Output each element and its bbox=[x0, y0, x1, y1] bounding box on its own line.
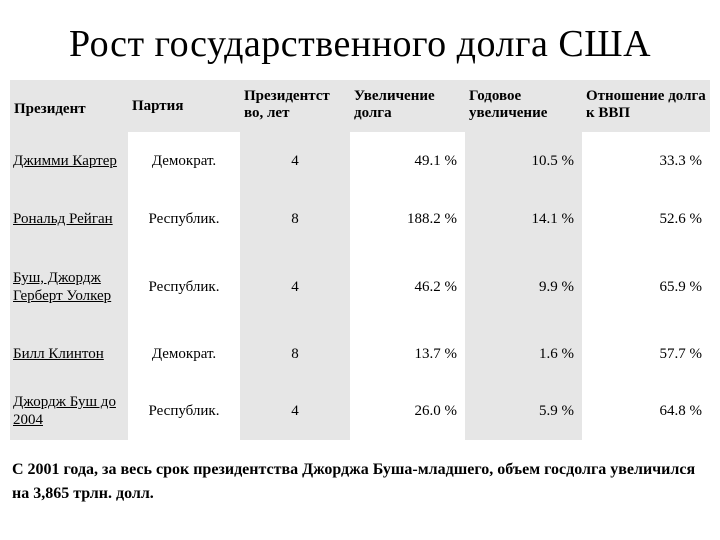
annual-cell: 10.5 % bbox=[465, 132, 582, 190]
table-row: Билл Клинтон Демократ. 8 13.7 % 1.6 % 57… bbox=[10, 326, 710, 382]
table-header-row: Президент Партия Президентст во, лет Уве… bbox=[10, 80, 710, 132]
debt-table: Президент Партия Президентст во, лет Уве… bbox=[10, 80, 710, 440]
years-cell: 8 bbox=[240, 326, 350, 382]
table-row: Джимми Картер Демократ. 4 49.1 % 10.5 % … bbox=[10, 132, 710, 190]
ratio-cell: 57.7 % bbox=[659, 345, 703, 362]
president-link[interactable]: Буш, Джордж Герберт Уолкер bbox=[10, 248, 128, 326]
header-increase: Увеличение долга bbox=[354, 88, 435, 121]
increase-cell: 49.1 % bbox=[414, 152, 458, 169]
header-president: Президент bbox=[14, 100, 86, 117]
president-link[interactable]: Джордж Буш до 2004 bbox=[10, 382, 128, 440]
header-party: Партия bbox=[132, 97, 184, 114]
years-cell: 4 bbox=[240, 382, 350, 440]
table-row: Буш, Джордж Герберт Уолкер Республик. 4 … bbox=[10, 248, 710, 326]
footnote-text: С 2001 года, за весь срок президентства … bbox=[12, 461, 696, 502]
increase-cell: 13.7 % bbox=[414, 345, 458, 362]
ratio-cell: 33.3 % bbox=[659, 152, 703, 169]
slide-title: Рост государственного долга США bbox=[68, 23, 652, 65]
years-cell: 8 bbox=[240, 190, 350, 248]
president-link[interactable]: Джимми Картер bbox=[10, 132, 128, 190]
increase-cell: 188.2 % bbox=[407, 210, 457, 227]
header-annual: Годовое увеличение bbox=[469, 88, 548, 121]
annual-cell: 14.1 % bbox=[465, 190, 582, 248]
president-link[interactable]: Рональд Рейган bbox=[10, 190, 128, 248]
president-link[interactable]: Билл Клинтон bbox=[10, 326, 128, 382]
annual-cell: 9.9 % bbox=[465, 248, 582, 326]
table-row: Рональд Рейган Республик. 8 188.2 % 14.1… bbox=[10, 190, 710, 248]
annual-cell: 5.9 % bbox=[465, 382, 582, 440]
header-years: Президентст во, лет bbox=[244, 88, 330, 121]
ratio-cell: 52.6 % bbox=[659, 210, 703, 227]
header-ratio: Отношение долга к ВВП bbox=[586, 88, 706, 121]
party-cell: Демократ. bbox=[151, 152, 217, 169]
party-cell: Республик. bbox=[148, 278, 220, 295]
table-row: Джордж Буш до 2004 Республик. 4 26.0 % 5… bbox=[10, 382, 710, 440]
party-cell: Демократ. bbox=[151, 345, 217, 362]
annual-cell: 1.6 % bbox=[465, 326, 582, 382]
party-cell: Республик. bbox=[148, 210, 220, 227]
increase-cell: 46.2 % bbox=[414, 278, 458, 295]
years-cell: 4 bbox=[240, 248, 350, 326]
ratio-cell: 65.9 % bbox=[659, 278, 703, 295]
years-cell: 4 bbox=[240, 132, 350, 190]
increase-cell: 26.0 % bbox=[414, 402, 458, 419]
party-cell: Республик. bbox=[148, 402, 220, 419]
ratio-cell: 64.8 % bbox=[659, 402, 703, 419]
